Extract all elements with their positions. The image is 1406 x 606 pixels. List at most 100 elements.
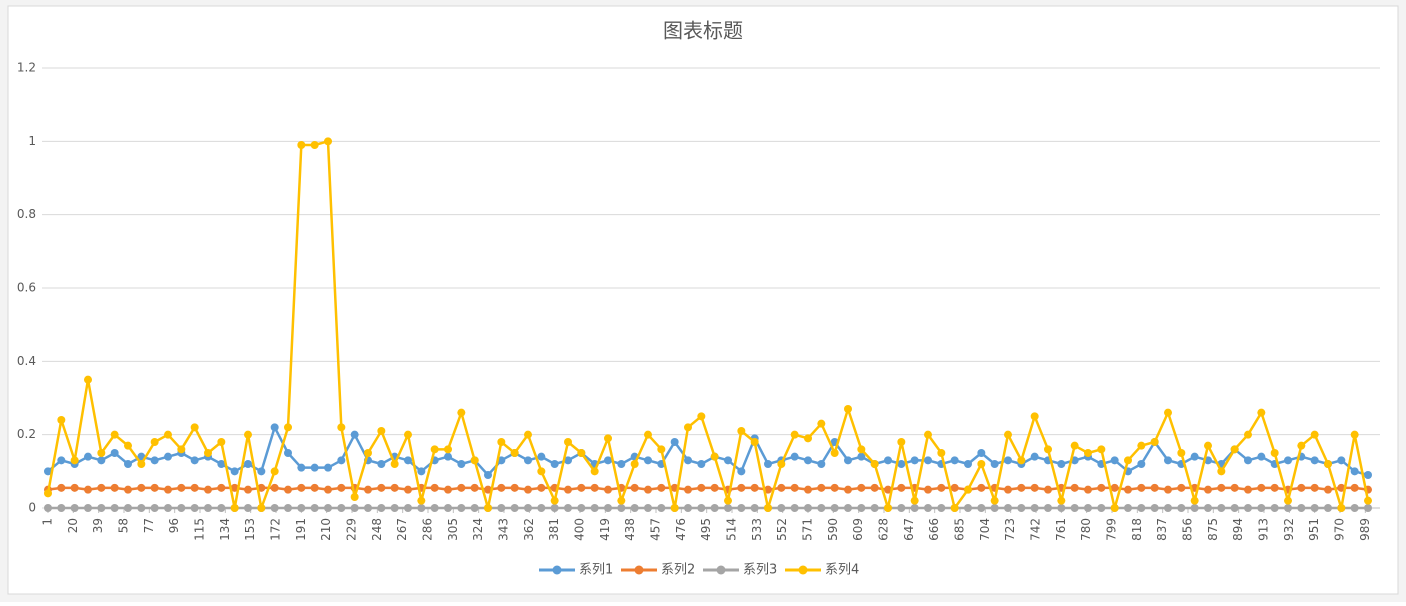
point (444, 452, 452, 461)
point (790, 504, 799, 512)
point (190, 483, 199, 492)
point (217, 460, 226, 468)
point (137, 460, 146, 468)
x-tick-label: 153 (243, 518, 257, 541)
point (1070, 441, 1079, 450)
point (1164, 408, 1172, 417)
point (657, 445, 666, 454)
point (1230, 445, 1239, 454)
point (764, 485, 772, 494)
point (1057, 460, 1066, 468)
point (70, 483, 79, 492)
x-tick-label: 1 (41, 518, 55, 526)
point (230, 504, 239, 512)
point (497, 456, 506, 465)
x-tick-label: 172 (269, 518, 283, 541)
point (764, 504, 772, 512)
point (604, 485, 612, 494)
point (164, 430, 172, 439)
point (777, 460, 786, 468)
point (870, 483, 879, 492)
point (964, 460, 972, 468)
x-tick-label: 476 (674, 518, 688, 541)
point (777, 504, 786, 512)
x-tick-label: 837 (1155, 518, 1169, 541)
x-tick-label: 191 (294, 518, 308, 541)
point (97, 456, 106, 465)
point (377, 504, 386, 512)
point (844, 504, 852, 512)
point (1177, 504, 1186, 512)
point (1044, 504, 1052, 512)
point (1044, 485, 1052, 494)
legend-marker (634, 565, 644, 575)
point (950, 504, 959, 512)
point (217, 504, 226, 512)
point (1137, 483, 1146, 492)
point (1030, 483, 1039, 492)
point (1044, 445, 1052, 454)
point (1257, 452, 1266, 461)
point (1257, 504, 1266, 512)
point (790, 430, 799, 439)
point (670, 438, 679, 446)
legend-label: 系列3 (743, 563, 777, 578)
point (577, 483, 586, 492)
x-tick-label: 533 (750, 518, 764, 541)
point (1324, 460, 1332, 468)
point (310, 463, 319, 472)
point (697, 483, 706, 492)
x-tick-label: 210 (319, 518, 333, 541)
point (817, 483, 826, 492)
point (217, 438, 226, 446)
series-line (47, 426, 1369, 477)
point (870, 504, 879, 512)
point (1057, 496, 1066, 505)
point (124, 485, 132, 494)
point (1204, 441, 1212, 450)
point (1350, 467, 1359, 476)
point (937, 483, 946, 492)
point (724, 496, 732, 505)
x-tick-label: 875 (1206, 518, 1220, 541)
point (1297, 504, 1306, 512)
point (1350, 430, 1359, 439)
point (710, 483, 719, 492)
point (644, 485, 652, 494)
point (190, 456, 199, 465)
point (964, 504, 972, 512)
point (630, 460, 639, 468)
point (1244, 430, 1252, 439)
point (1190, 452, 1199, 461)
point (750, 438, 759, 446)
point (417, 504, 426, 512)
point (990, 504, 999, 512)
x-tick-label: 647 (902, 518, 916, 541)
point (324, 485, 332, 494)
point (244, 485, 252, 494)
point (310, 504, 319, 512)
point (1070, 483, 1079, 492)
point (710, 504, 719, 512)
point (390, 460, 399, 468)
legend-label: 系列4 (825, 563, 859, 578)
point (577, 449, 586, 457)
point (310, 141, 319, 149)
point (977, 483, 986, 492)
point (1030, 504, 1039, 512)
point (257, 483, 266, 492)
point (844, 485, 852, 494)
point (644, 504, 652, 512)
point (524, 485, 532, 494)
point (950, 483, 959, 492)
point (1110, 504, 1119, 512)
point (244, 430, 252, 439)
point (1217, 467, 1226, 476)
point (230, 467, 239, 476)
point (804, 485, 812, 494)
x-tick-label: 457 (649, 518, 663, 541)
point (217, 483, 226, 492)
point (377, 460, 386, 468)
point (857, 445, 866, 454)
point (470, 504, 479, 512)
